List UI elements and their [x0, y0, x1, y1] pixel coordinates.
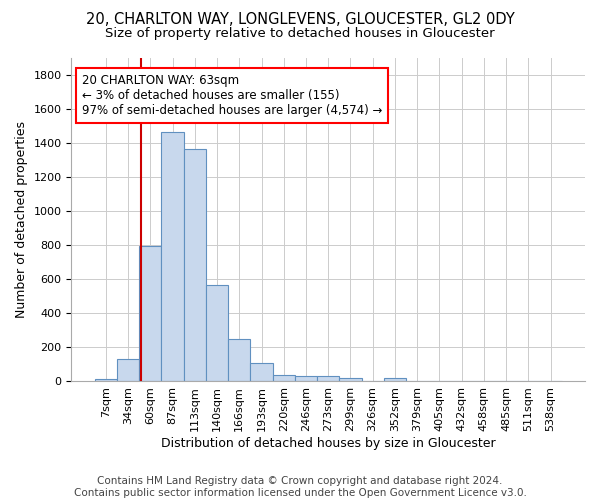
Bar	[250, 362, 272, 382]
Bar	[184, 148, 206, 382]
Bar	[340, 378, 362, 382]
Y-axis label: Number of detached properties: Number of detached properties	[15, 121, 28, 318]
Bar	[95, 379, 117, 382]
Bar	[228, 339, 250, 382]
Text: Contains HM Land Registry data © Crown copyright and database right 2024.
Contai: Contains HM Land Registry data © Crown c…	[74, 476, 526, 498]
Bar	[295, 376, 317, 382]
Bar	[139, 246, 161, 382]
Bar	[161, 132, 184, 382]
X-axis label: Distribution of detached houses by size in Gloucester: Distribution of detached houses by size …	[161, 437, 496, 450]
Text: 20 CHARLTON WAY: 63sqm
← 3% of detached houses are smaller (155)
97% of semi-det: 20 CHARLTON WAY: 63sqm ← 3% of detached …	[82, 74, 382, 116]
Bar	[317, 376, 340, 382]
Bar	[272, 375, 295, 382]
Bar	[117, 360, 139, 382]
Text: Size of property relative to detached houses in Gloucester: Size of property relative to detached ho…	[105, 28, 495, 40]
Text: 20, CHARLTON WAY, LONGLEVENS, GLOUCESTER, GL2 0DY: 20, CHARLTON WAY, LONGLEVENS, GLOUCESTER…	[86, 12, 514, 28]
Bar	[206, 285, 228, 382]
Bar	[384, 378, 406, 382]
